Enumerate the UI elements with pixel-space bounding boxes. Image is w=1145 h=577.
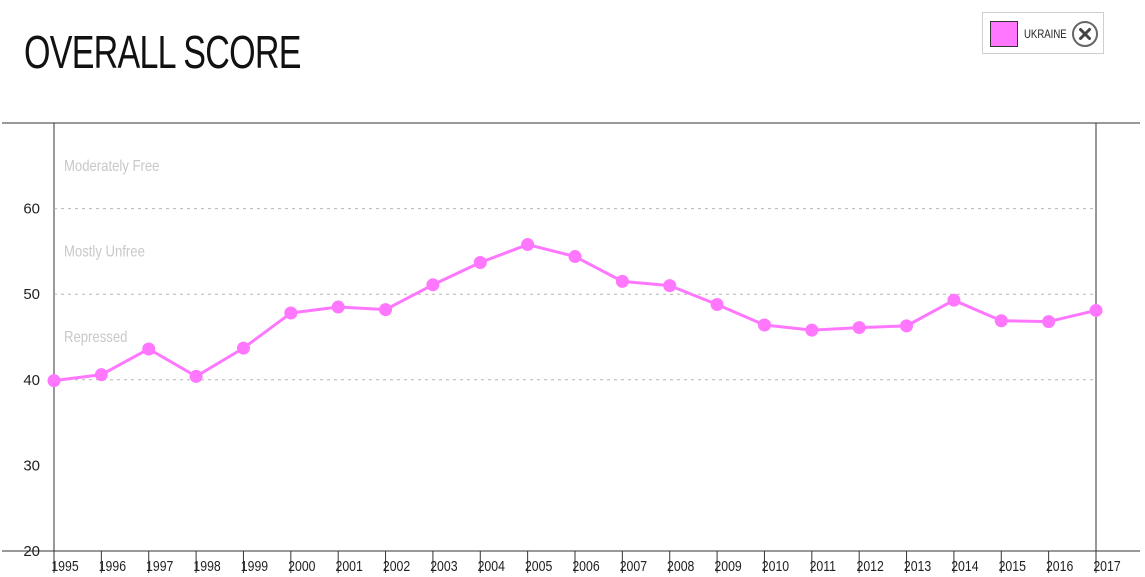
legend: UKRAINE <box>982 12 1104 54</box>
x-tick-label-1995: 1995 <box>51 558 79 574</box>
x-tick-label-2010: 2010 <box>762 558 790 574</box>
y-tick-label-20: 20 <box>23 543 40 560</box>
y-tick-label-30: 30 <box>23 457 40 474</box>
x-tick-label-1998: 1998 <box>193 558 221 574</box>
data-point-2002[interactable] <box>379 303 393 317</box>
data-point-1997[interactable] <box>142 342 156 356</box>
data-point-2009[interactable] <box>710 297 724 311</box>
x-tick-label-2014: 2014 <box>951 558 979 574</box>
x-tick-label-2017: 2017 <box>1093 558 1120 574</box>
page-title: OVERALL SCORE <box>24 26 301 78</box>
x-tick-label-2000: 2000 <box>288 558 316 574</box>
x-tick-label-2006: 2006 <box>572 558 600 574</box>
data-point-2017[interactable] <box>1089 303 1103 317</box>
x-tick-label-2003: 2003 <box>430 558 458 574</box>
data-point-2015[interactable] <box>994 314 1008 328</box>
x-tick-label-2011: 2011 <box>810 558 836 574</box>
data-point-1996[interactable] <box>94 368 108 382</box>
x-tick-label-2004: 2004 <box>478 558 506 574</box>
x-tick-label-2015: 2015 <box>999 558 1027 574</box>
data-point-2005[interactable] <box>521 238 535 252</box>
data-point-2010[interactable] <box>757 318 771 332</box>
x-tick-label-2007: 2007 <box>620 558 647 574</box>
x-tick-label-1999: 1999 <box>241 558 268 574</box>
data-point-2003[interactable] <box>426 278 440 292</box>
legend-label-ukraine: UKRAINE <box>1024 27 1067 41</box>
data-point-2011[interactable] <box>805 323 819 337</box>
series-line-ukraine <box>53 243 1097 383</box>
data-point-2001[interactable] <box>331 300 345 314</box>
legend-swatch-ukraine <box>990 21 1018 47</box>
x-tick-label-2005: 2005 <box>525 558 553 574</box>
data-point-2013[interactable] <box>900 319 914 333</box>
zone-label-moderately-free: Moderately Free <box>64 158 159 175</box>
data-point-2014[interactable] <box>947 293 961 307</box>
data-point-1998[interactable] <box>189 369 203 383</box>
x-tick-label-2016: 2016 <box>1046 558 1074 574</box>
data-point-2004[interactable] <box>473 256 487 270</box>
zone-label-repressed: Repressed <box>64 329 127 346</box>
data-point-2007[interactable] <box>615 274 629 288</box>
zone-label-mostly-unfree: Mostly Unfree <box>64 243 145 260</box>
x-tick-label-1997: 1997 <box>146 558 173 574</box>
data-point-2008[interactable] <box>663 279 677 293</box>
data-point-2016[interactable] <box>1042 315 1056 329</box>
close-icon[interactable] <box>1071 20 1099 48</box>
data-point-2012[interactable] <box>852 321 866 335</box>
x-tick-label-2001: 2001 <box>336 558 363 574</box>
x-tick-label-2013: 2013 <box>904 558 932 574</box>
data-point-1999[interactable] <box>236 341 250 355</box>
data-point-1995[interactable] <box>47 374 61 388</box>
y-tick-label-60: 60 <box>23 201 40 218</box>
data-point-2000[interactable] <box>284 306 298 320</box>
x-tick-label-2012: 2012 <box>857 558 884 574</box>
x-tick-label-1996: 1996 <box>99 558 127 574</box>
x-tick-label-2002: 2002 <box>383 558 410 574</box>
x-tick-label-2008: 2008 <box>667 558 695 574</box>
y-tick-label-40: 40 <box>23 372 40 389</box>
x-tick-label-2009: 2009 <box>714 558 741 574</box>
data-point-2006[interactable] <box>568 250 582 264</box>
y-tick-label-50: 50 <box>23 286 40 303</box>
